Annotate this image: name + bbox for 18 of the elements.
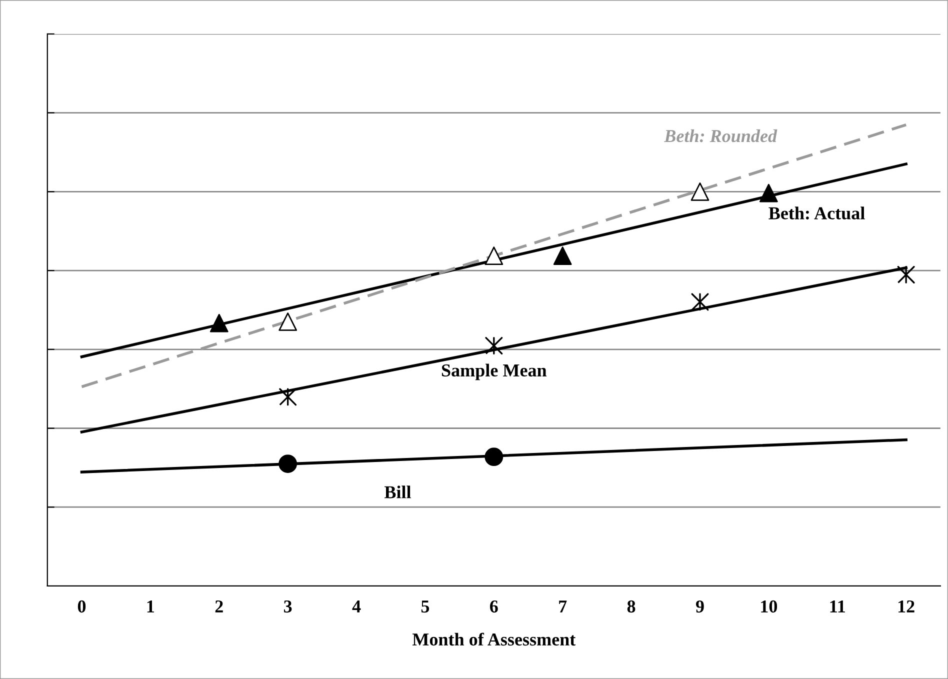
x-tick-label: 5 — [421, 600, 430, 613]
x-tick-label: 8 — [627, 600, 636, 613]
x-axis-title: Month of Assessment — [412, 632, 576, 646]
x-tick-label: 10 — [761, 600, 778, 613]
x-tick-label: 1 — [147, 600, 154, 612]
x-tick-label: 12 — [898, 600, 914, 612]
series-label: Beth: Rounded — [664, 129, 778, 142]
series-label: Sample Mean — [442, 364, 547, 380]
x-tick-label: 6 — [490, 600, 498, 613]
x-tick-label: 2 — [215, 600, 223, 612]
x-tick-label: 0 — [78, 600, 86, 613]
series-label: Beth: Actual — [768, 206, 865, 220]
series-label: Bill — [384, 486, 411, 498]
x-tick-label: 9 — [696, 600, 704, 613]
x-tick-label: 4 — [352, 600, 361, 612]
x-tick-label: 11 — [830, 600, 845, 612]
x-tick-label: 3 — [284, 600, 292, 613]
x-tick-label: 7 — [559, 600, 567, 612]
